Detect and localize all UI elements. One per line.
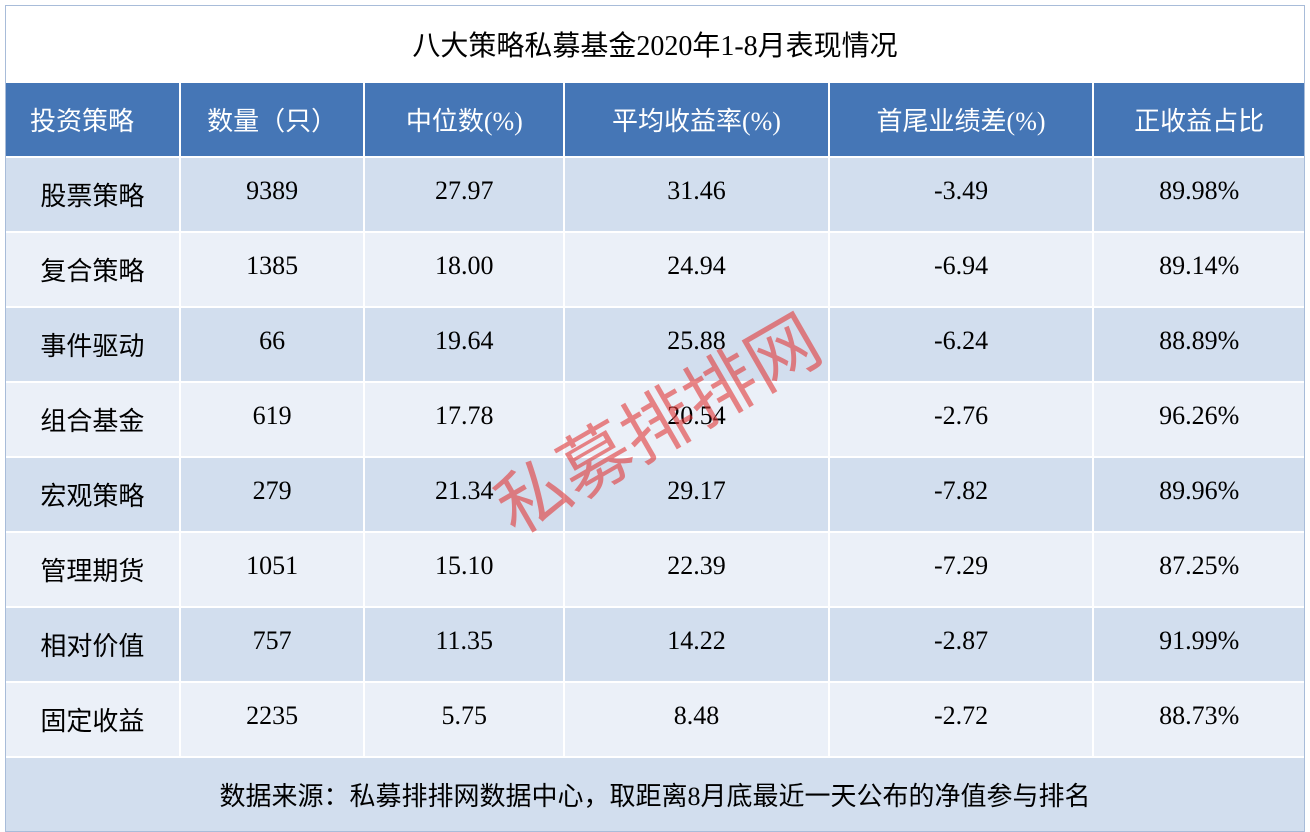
table-cell: 24.94 — [565, 231, 830, 306]
table-row: 宏观策略27921.3429.17-7.8289.96% — [6, 456, 1304, 531]
table-header-row: 投资策略 数量（只） 中位数(%) 平均收益率(%) 首尾业绩差(%) 正收益占… — [6, 83, 1304, 156]
header-strategy: 投资策略 — [6, 83, 181, 156]
table-row: 固定收益22355.758.48-2.7288.73% — [6, 681, 1304, 756]
table-cell: 组合基金 — [6, 381, 181, 456]
table-cell: 87.25% — [1094, 531, 1304, 606]
table-cell: 14.22 — [565, 606, 830, 681]
table-cell: 20.54 — [565, 381, 830, 456]
table-row: 相对价值75711.3514.22-2.8791.99% — [6, 606, 1304, 681]
table-title: 八大策略私募基金2020年1-8月表现情况 — [6, 6, 1304, 83]
header-spread: 首尾业绩差(%) — [830, 83, 1095, 156]
table-cell: 25.88 — [565, 306, 830, 381]
table-cell: 宏观策略 — [6, 456, 181, 531]
table-footer: 数据来源：私募排排网数据中心，取距离8月底最近一天公布的净值参与排名 — [6, 756, 1304, 831]
header-positive-ratio: 正收益占比 — [1094, 83, 1304, 156]
table-cell: -3.49 — [830, 156, 1095, 231]
table-cell: 21.34 — [365, 456, 565, 531]
table-cell: 96.26% — [1094, 381, 1304, 456]
table-cell: 管理期货 — [6, 531, 181, 606]
table-cell: -6.24 — [830, 306, 1095, 381]
table-cell: 29.17 — [565, 456, 830, 531]
table-cell: 88.89% — [1094, 306, 1304, 381]
table-cell: 相对价值 — [6, 606, 181, 681]
table-cell: 11.35 — [365, 606, 565, 681]
table-cell: 17.78 — [365, 381, 565, 456]
table-cell: 757 — [181, 606, 366, 681]
table-row: 管理期货105115.1022.39-7.2987.25% — [6, 531, 1304, 606]
table-cell: 89.98% — [1094, 156, 1304, 231]
table-cell: 股票策略 — [6, 156, 181, 231]
performance-table: 八大策略私募基金2020年1-8月表现情况 投资策略 数量（只） 中位数(%) … — [5, 5, 1305, 832]
table-row: 复合策略138518.0024.94-6.9489.14% — [6, 231, 1304, 306]
table-cell: 复合策略 — [6, 231, 181, 306]
table-cell: 15.10 — [365, 531, 565, 606]
table-cell: -2.87 — [830, 606, 1095, 681]
table-cell: -7.29 — [830, 531, 1095, 606]
table-cell: 2235 — [181, 681, 366, 756]
table-cell: 1385 — [181, 231, 366, 306]
table-cell: -6.94 — [830, 231, 1095, 306]
table-cell: 88.73% — [1094, 681, 1304, 756]
table-cell: 66 — [181, 306, 366, 381]
table-row: 事件驱动6619.6425.88-6.2488.89% — [6, 306, 1304, 381]
table-cell: 19.64 — [365, 306, 565, 381]
table-cell: 279 — [181, 456, 366, 531]
table-cell: -7.82 — [830, 456, 1095, 531]
table-row: 股票策略938927.9731.46-3.4989.98% — [6, 156, 1304, 231]
table-cell: -2.76 — [830, 381, 1095, 456]
table-cell: 619 — [181, 381, 366, 456]
table-cell: 27.97 — [365, 156, 565, 231]
table-cell: 89.96% — [1094, 456, 1304, 531]
table-row: 组合基金61917.7820.54-2.7696.26% — [6, 381, 1304, 456]
header-median: 中位数(%) — [365, 83, 565, 156]
header-avg-return: 平均收益率(%) — [565, 83, 830, 156]
table-cell: 22.39 — [565, 531, 830, 606]
table-cell: 5.75 — [365, 681, 565, 756]
table-cell: 事件驱动 — [6, 306, 181, 381]
table-cell: 8.48 — [565, 681, 830, 756]
table-cell: 1051 — [181, 531, 366, 606]
table-cell: -2.72 — [830, 681, 1095, 756]
table-cell: 91.99% — [1094, 606, 1304, 681]
table-cell: 9389 — [181, 156, 366, 231]
table-cell: 固定收益 — [6, 681, 181, 756]
header-count: 数量（只） — [181, 83, 366, 156]
table-cell: 18.00 — [365, 231, 565, 306]
table-cell: 31.46 — [565, 156, 830, 231]
table-body: 股票策略938927.9731.46-3.4989.98%复合策略138518.… — [6, 156, 1304, 756]
table-cell: 89.14% — [1094, 231, 1304, 306]
